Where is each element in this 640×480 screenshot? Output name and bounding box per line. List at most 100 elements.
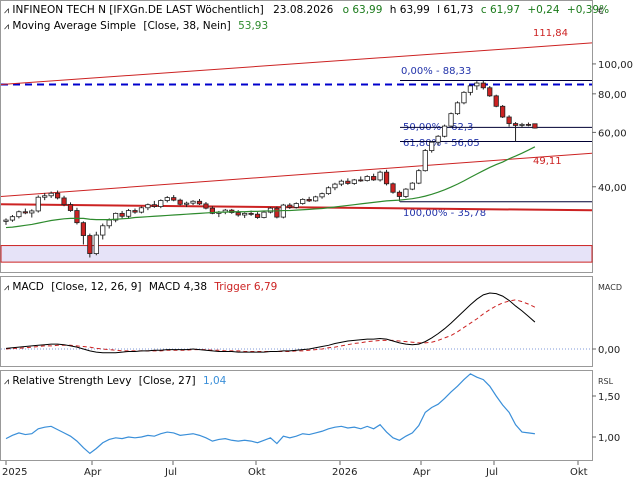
candle-body <box>409 182 415 190</box>
candle <box>403 188 409 198</box>
candle <box>171 195 177 202</box>
candle-body <box>42 195 48 198</box>
candle <box>138 206 145 214</box>
candle-body <box>209 207 215 214</box>
time-tick-label: 2025 <box>2 467 27 478</box>
candle-body <box>519 123 525 126</box>
candle <box>145 203 151 211</box>
candle-body <box>332 183 338 189</box>
candle-body <box>29 210 35 214</box>
candle-body <box>35 196 41 212</box>
candle-body <box>55 192 61 199</box>
time-tick-label: Okt <box>248 467 266 478</box>
svg-text:⩘ Relative Strength Levy: ⩘ Relative Strength Levy [Close, 27] 1,0… <box>4 375 227 387</box>
candle-body <box>190 200 196 204</box>
candle <box>100 223 106 240</box>
macd-line <box>5 292 536 354</box>
instrument-name: INFINEON TECH N [IFXGn.DE LAST Wöchentli… <box>12 4 263 16</box>
candle <box>332 182 338 191</box>
candle-body <box>325 187 332 195</box>
candle-body <box>300 199 306 204</box>
candle-body <box>351 179 357 184</box>
candle-body <box>532 123 538 129</box>
svg-text:⩘ INFINEON TECH N [IFXGn.D: ⩘ INFINEON TECH N [IFXGn.DE LAST Wöchent… <box>4 4 609 16</box>
candle <box>254 212 261 219</box>
candle-body <box>119 212 125 217</box>
macd-icon: ⩘ <box>4 283 9 293</box>
candle-body <box>106 219 112 227</box>
time-tick-label: Apr <box>84 467 102 478</box>
fib-0-label: 0,00% - 88,33 <box>401 66 471 77</box>
rsl-value: 1,04 <box>203 375 227 387</box>
candle-body <box>435 135 441 143</box>
candle-body <box>67 204 74 211</box>
candle-body <box>493 95 499 107</box>
fib-618-label: 61,80% - 56,05 <box>403 138 480 149</box>
candle <box>151 200 157 208</box>
candle <box>467 84 474 96</box>
candle-body <box>461 91 467 104</box>
candle-body <box>254 213 261 218</box>
candle <box>80 221 86 245</box>
candle <box>409 182 415 191</box>
sma-icon: ⩘ <box>4 22 9 32</box>
time-tick-label: Jul <box>164 467 177 478</box>
candle-body <box>448 113 454 127</box>
candle <box>448 112 454 128</box>
header-low: l 61,73 <box>437 4 473 16</box>
candle <box>3 218 9 225</box>
candle-body <box>151 204 157 207</box>
candle <box>377 170 383 182</box>
candle <box>493 94 499 108</box>
candle <box>416 169 422 185</box>
candle <box>9 215 16 222</box>
header-high: h 63,99 <box>390 4 430 16</box>
macd-corner-label: MACD <box>598 283 622 292</box>
candle-body <box>113 212 119 221</box>
candle <box>74 207 80 225</box>
candle <box>474 81 480 90</box>
candle-body <box>16 211 22 218</box>
candle-body <box>487 87 493 97</box>
candle <box>22 208 28 215</box>
price-tick-label: 80,00 <box>598 90 627 101</box>
candle-body <box>364 176 370 181</box>
header-change-pct: +0,39% <box>567 4 609 16</box>
trigger-line <box>5 299 536 352</box>
candle <box>312 195 319 202</box>
candle <box>487 86 493 97</box>
candle <box>300 198 306 205</box>
candle <box>512 122 519 142</box>
macd-tick-label: 0,00 <box>598 345 620 356</box>
price-panel <box>0 0 593 273</box>
candle <box>196 199 203 206</box>
fib-100-label: 100,00% - 35,78 <box>403 208 486 219</box>
lower-trend-label: 49,11 <box>533 156 562 167</box>
candle-body <box>274 207 280 218</box>
rsl-tick-label: 1,00 <box>598 433 620 444</box>
candle-body <box>383 171 390 185</box>
candle <box>338 179 345 187</box>
candle <box>461 91 467 105</box>
candle-body <box>506 116 512 124</box>
candle <box>267 206 274 214</box>
candle <box>532 123 538 129</box>
header-open: o 63,99 <box>343 4 383 16</box>
sma-params: [Close, 38, Nein] <box>143 20 230 32</box>
candle-body <box>416 170 422 184</box>
candle-body <box>183 202 190 205</box>
candle <box>506 115 512 127</box>
currency-label: € <box>598 7 604 17</box>
candle-body <box>61 197 67 206</box>
candle-body <box>145 204 151 209</box>
upper-trend-label: 111,84 <box>533 28 568 39</box>
support-zone <box>0 245 593 263</box>
rsl-label: Relative Strength Levy <box>12 375 131 387</box>
candle <box>435 135 441 146</box>
header-date: 23.08.2026 <box>273 4 333 16</box>
candle-body <box>377 171 383 181</box>
candle-body <box>474 82 480 87</box>
sma-value: 53,93 <box>238 20 268 32</box>
sma-line <box>5 146 536 229</box>
candle <box>325 186 332 195</box>
